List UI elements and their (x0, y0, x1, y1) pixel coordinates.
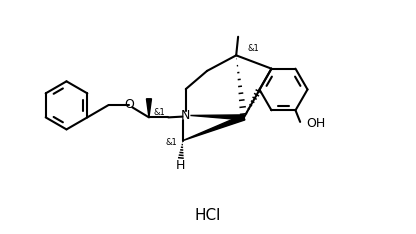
Text: HCl: HCl (195, 208, 221, 223)
Polygon shape (183, 115, 245, 141)
Text: &1: &1 (247, 44, 259, 53)
Polygon shape (191, 115, 244, 120)
Text: &1: &1 (166, 138, 177, 147)
Text: &1: &1 (154, 108, 166, 117)
Text: N: N (181, 109, 191, 122)
Text: H: H (176, 159, 186, 172)
Text: OH: OH (306, 117, 325, 130)
Polygon shape (146, 99, 151, 117)
Text: O: O (124, 99, 134, 111)
